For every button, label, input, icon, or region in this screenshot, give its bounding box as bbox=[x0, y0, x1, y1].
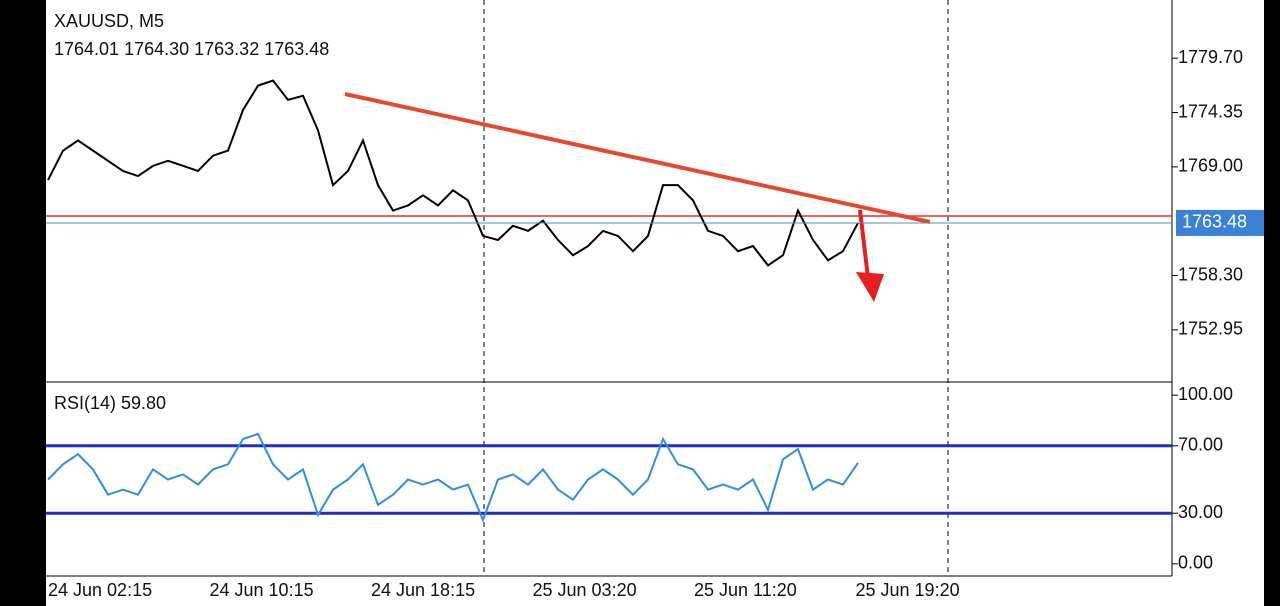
price-line bbox=[47, 432, 859, 523]
x-tick-label: 25 Jun 19:20 bbox=[856, 580, 960, 600]
arrow-head bbox=[856, 272, 884, 302]
trend-line bbox=[344, 92, 931, 224]
x-tick-label: 25 Jun 11:20 bbox=[694, 580, 797, 600]
current-price-tag-bg bbox=[1176, 209, 1264, 236]
y-tick-label: 0.00 bbox=[1178, 553, 1213, 573]
x-tick-label: 24 Jun 02:15 bbox=[48, 580, 152, 600]
current-price-tag: 1763.48 bbox=[1182, 212, 1247, 232]
plot-layer: 1779.70 1774.35 1769.00 1758.30 1752.95 24 Ju… bbox=[46, 47, 1264, 600]
x-tick-label: 25 Jun 03:20 bbox=[533, 580, 637, 600]
rsi-title: RSI(14) 59.80 bbox=[54, 393, 166, 413]
ohlc-readout: 1764.01 1764.30 1763.32 1763.48 bbox=[54, 39, 329, 59]
y-tick-label: 1774.35 bbox=[1178, 101, 1243, 121]
screen-edge bbox=[1264, 0, 1280, 606]
x-tick-label: 24 Jun 10:15 bbox=[210, 580, 314, 600]
price-line bbox=[47, 79, 859, 267]
chart-background bbox=[46, 0, 1264, 606]
y-tick-label: 1758.30 bbox=[1178, 264, 1243, 284]
y-tick-label: 1769.00 bbox=[1178, 156, 1243, 176]
screen-edge bbox=[0, 0, 46, 606]
y-tick-label: 1752.95 bbox=[1178, 319, 1243, 339]
y-tick-label: 70.00 bbox=[1178, 435, 1223, 455]
y-tick-label: 100.00 bbox=[1178, 384, 1233, 404]
symbol-title: XAUUSD, M5 bbox=[54, 11, 164, 31]
y-tick-label: 30.00 bbox=[1178, 502, 1223, 522]
y-tick-label: 1779.70 bbox=[1178, 47, 1243, 67]
arrow-shaft bbox=[858, 209, 870, 279]
x-tick-label: 24 Jun 18:15 bbox=[371, 580, 475, 600]
